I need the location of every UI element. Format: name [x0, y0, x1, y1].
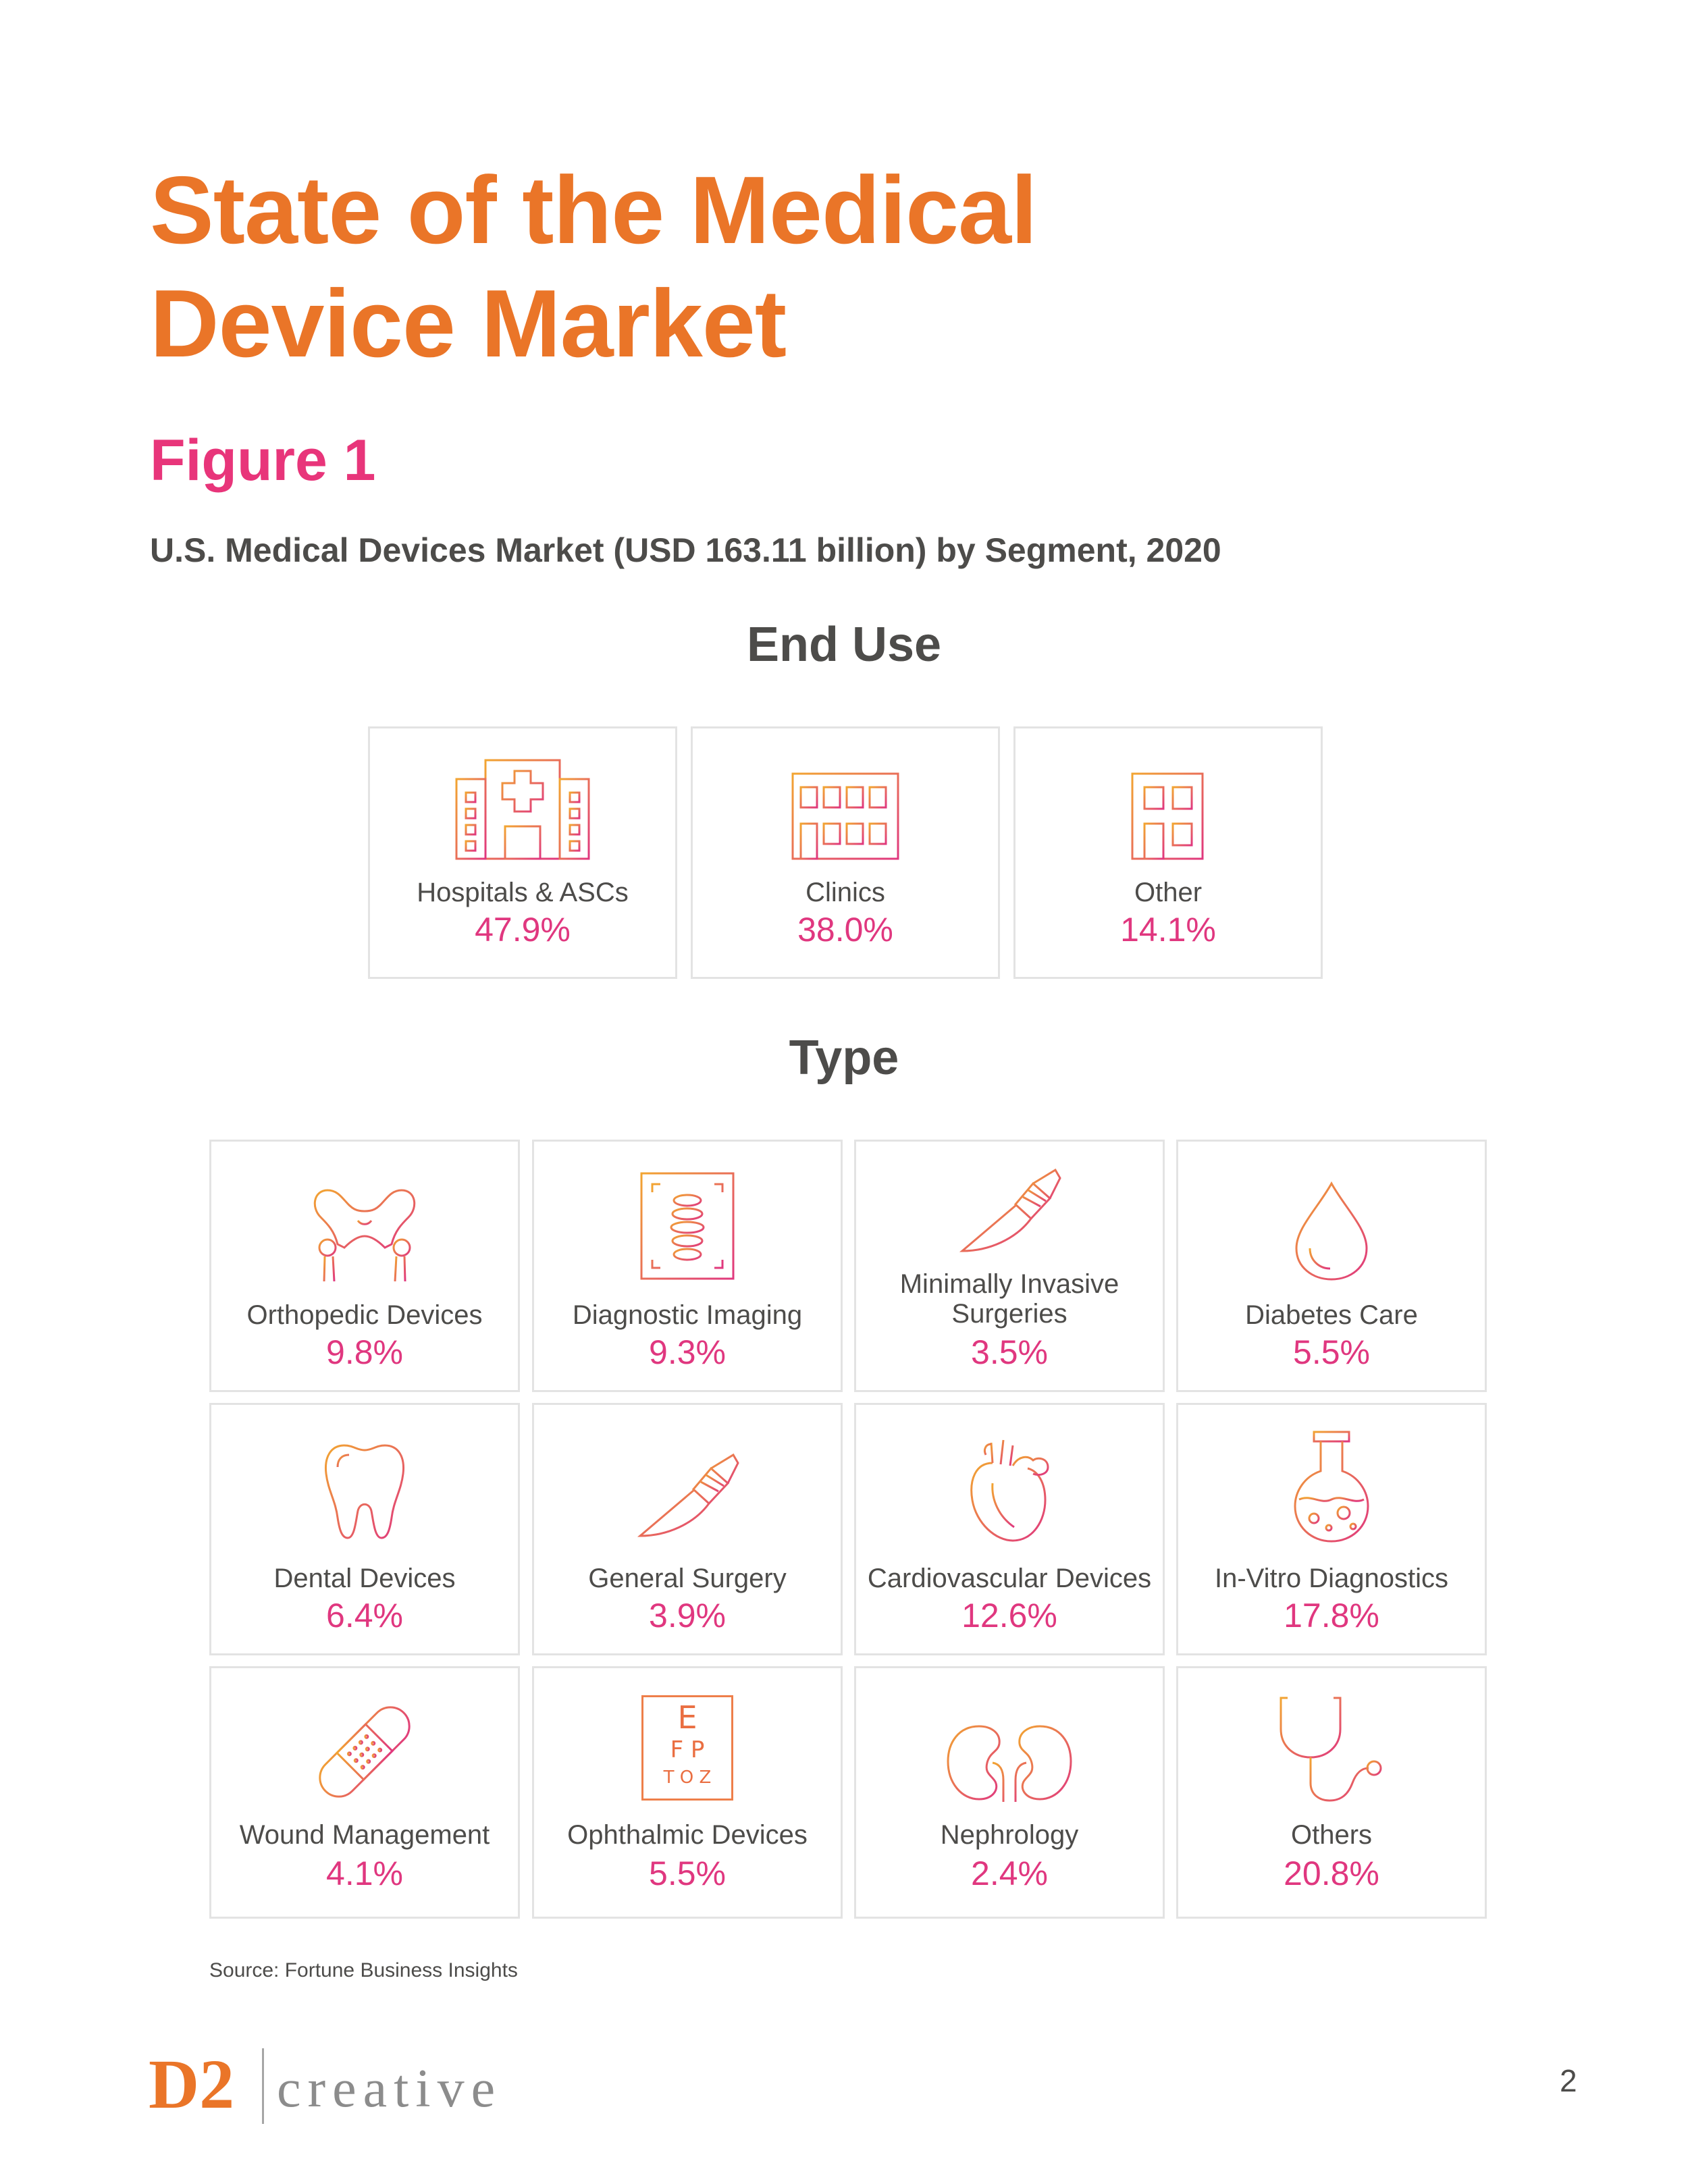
type-card-diagnostic-imaging: Diagnostic Imaging 9.3% [532, 1140, 843, 1392]
type-value: 4.1% [326, 1855, 403, 1892]
scalpel-icon [959, 1168, 1061, 1259]
type-label: Diabetes Care [1245, 1300, 1418, 1330]
heart-icon [970, 1439, 1049, 1542]
spine-xray-icon [640, 1172, 735, 1280]
type-value: 9.8% [326, 1333, 403, 1371]
type-card-dental: Dental Devices 6.4% [209, 1403, 520, 1655]
type-label: Ophthalmic Devices [567, 1820, 808, 1850]
type-label: Diagnostic Imaging [572, 1300, 803, 1330]
page-title-line-1: State of the Medical [150, 157, 1037, 264]
type-label: In-Vitro Diagnostics [1214, 1564, 1449, 1593]
bandage-icon [319, 1706, 411, 1798]
page-title-line-2: Device Market [150, 270, 787, 377]
small-building-icon [1131, 772, 1204, 860]
type-label: Orthopedic Devices [246, 1300, 483, 1330]
scalpel-icon [637, 1453, 739, 1544]
end-use-card-clinics: Clinics 38.0% [691, 726, 1000, 979]
pelvis-bone-icon [313, 1189, 416, 1281]
type-card-ophthalmic: E F P T O Z Ophthalmic Devices 5.5% [532, 1666, 843, 1919]
type-card-cardiovascular: Cardiovascular Devices 12.6% [854, 1403, 1165, 1655]
type-label-line-2: Surgeries [951, 1299, 1067, 1329]
eye-chart-icon: E F P T O Z [641, 1695, 733, 1801]
type-value: 2.4% [971, 1855, 1048, 1892]
kidneys-icon [947, 1725, 1072, 1802]
type-value: 5.5% [1293, 1333, 1370, 1371]
end-use-label: Other [1134, 878, 1203, 907]
eye-chart-row-1: E [677, 1699, 697, 1736]
logo-d2: D2 [149, 2046, 235, 2123]
type-value: 6.4% [326, 1597, 403, 1634]
logo-creative: creative [277, 2059, 502, 2119]
clinic-building-icon [791, 772, 899, 860]
type-label-line-1: Minimally Invasive [899, 1269, 1119, 1299]
type-value: 12.6% [961, 1597, 1057, 1634]
type-label: Wound Management [239, 1820, 490, 1850]
logo-divider [262, 2048, 264, 2124]
hospital-icon [455, 759, 590, 860]
type-card-in-vitro: In-Vitro Diagnostics 17.8% [1176, 1403, 1487, 1655]
end-use-card-other: Other 14.1% [1013, 726, 1323, 979]
type-card-others: Others 20.8% [1176, 1666, 1487, 1919]
type-value: 5.5% [649, 1855, 726, 1892]
type-value: 3.9% [649, 1597, 726, 1634]
type-label: Nephrology [940, 1820, 1079, 1850]
type-label: General Surgery [588, 1564, 787, 1593]
stethoscope-icon [1280, 1697, 1382, 1802]
type-card-general-surgery: General Surgery 3.9% [532, 1403, 843, 1655]
blood-drop-icon [1295, 1181, 1368, 1281]
type-card-nephrology: Nephrology 2.4% [854, 1666, 1165, 1919]
type-label: Dental Devices [273, 1564, 456, 1593]
page-title: State of the Medical Device Market [150, 154, 1037, 381]
tooth-icon [324, 1444, 405, 1539]
figure-label: Figure 1 [150, 428, 376, 493]
end-use-value: 38.0% [797, 911, 893, 949]
end-use-heading: End Use [746, 618, 942, 672]
type-card-wound: Wound Management 4.1% [209, 1666, 520, 1919]
type-card-orthopedic: Orthopedic Devices 9.8% [209, 1140, 520, 1392]
type-value: 9.3% [649, 1333, 726, 1371]
end-use-label: Clinics [806, 878, 885, 907]
type-value: 3.5% [971, 1333, 1048, 1371]
flask-icon [1294, 1431, 1369, 1543]
type-heading: Type [789, 1031, 899, 1085]
figure-subtitle: U.S. Medical Devices Market (USD 163.11 … [150, 531, 1221, 569]
type-card-diabetes: Diabetes Care 5.5% [1176, 1140, 1487, 1392]
eye-chart-row-2: F P [670, 1736, 705, 1763]
end-use-card-hospitals: Hospitals & ASCs 47.9% [368, 726, 677, 979]
source-note: Source: Fortune Business Insights [209, 1959, 518, 1981]
end-use-label: Hospitals & ASCs [417, 878, 629, 907]
type-value: 17.8% [1284, 1597, 1379, 1634]
type-label: Others [1290, 1820, 1373, 1850]
end-use-value: 14.1% [1120, 911, 1216, 949]
type-label: Cardiovascular Devices [867, 1564, 1152, 1593]
end-use-value: 47.9% [475, 911, 571, 949]
type-card-minimally-invasive: Minimally Invasive Surgeries 3.5% [854, 1140, 1165, 1392]
eye-chart-row-3: T O Z [663, 1767, 712, 1788]
type-value: 20.8% [1284, 1855, 1379, 1892]
page-number: 2 [1560, 2063, 1577, 2098]
